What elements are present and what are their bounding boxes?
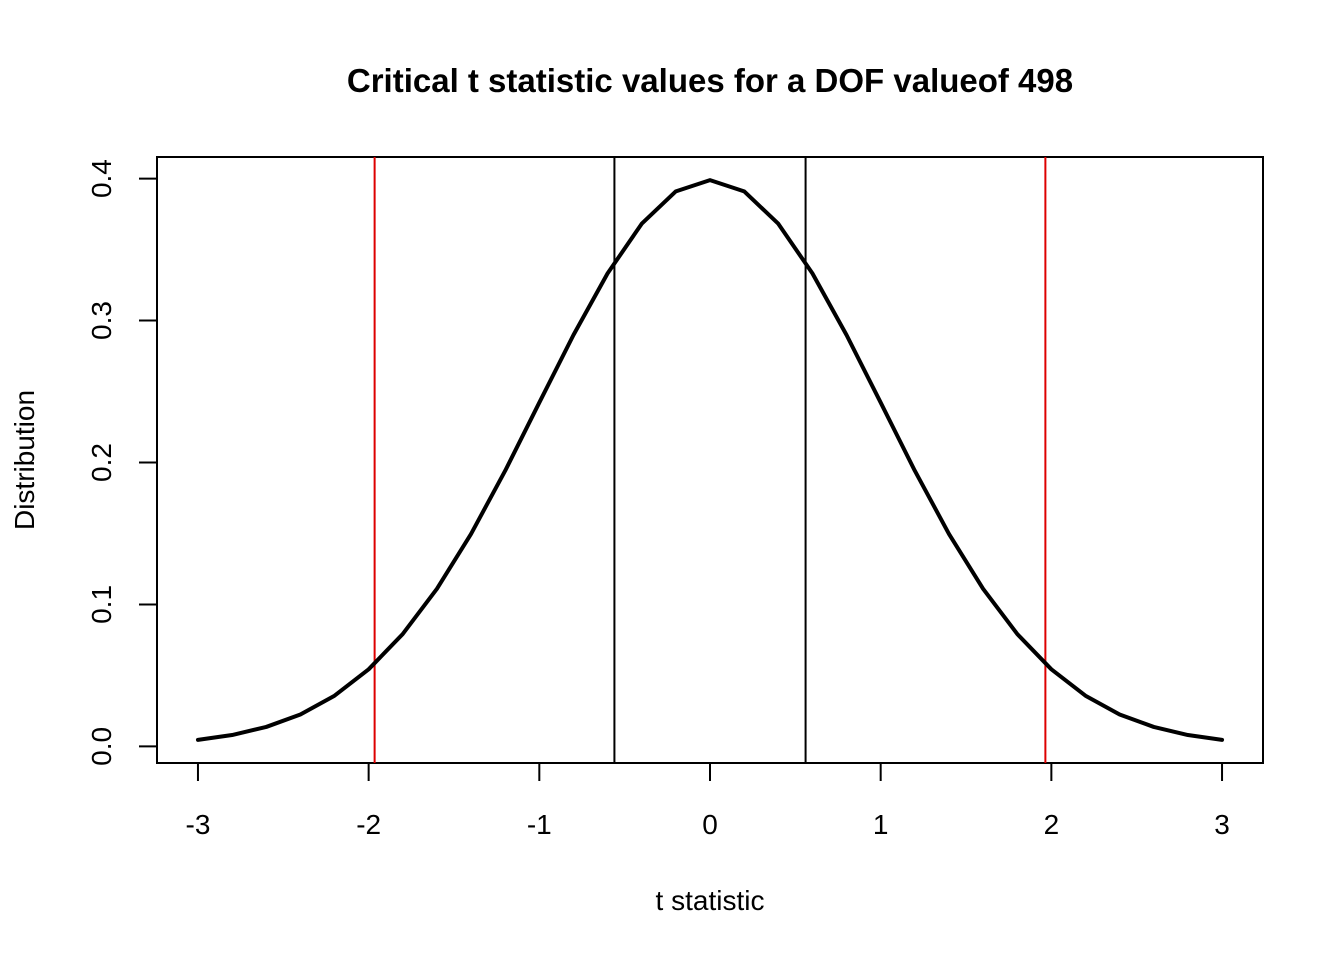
x-tick-label: 2 [1044,809,1060,840]
chart-title: Critical t statistic values for a DOF va… [347,62,1073,99]
y-tick-label: 0.0 [86,727,117,766]
x-tick-label: 0 [702,809,718,840]
y-tick-label: 0.4 [86,159,117,198]
x-axis-label: t statistic [656,885,765,916]
y-tick-label: 0.2 [86,443,117,482]
plot-area: -3 -2 -1 0 1 2 3 0.0 0.1 0.2 0.3 0.4 [86,156,1264,840]
y-tick-label: 0.1 [86,585,117,624]
x-tick-label: -2 [356,809,381,840]
y-axis-label: Distribution [9,390,40,530]
density-curve [195,178,1225,742]
x-tick-label: 1 [873,809,889,840]
x-tick-label: -1 [527,809,552,840]
plot-frame [156,156,1264,764]
x-tick-label: -3 [186,809,211,840]
y-tick-label: 0.3 [86,301,117,340]
x-tick-label: 3 [1214,809,1230,840]
